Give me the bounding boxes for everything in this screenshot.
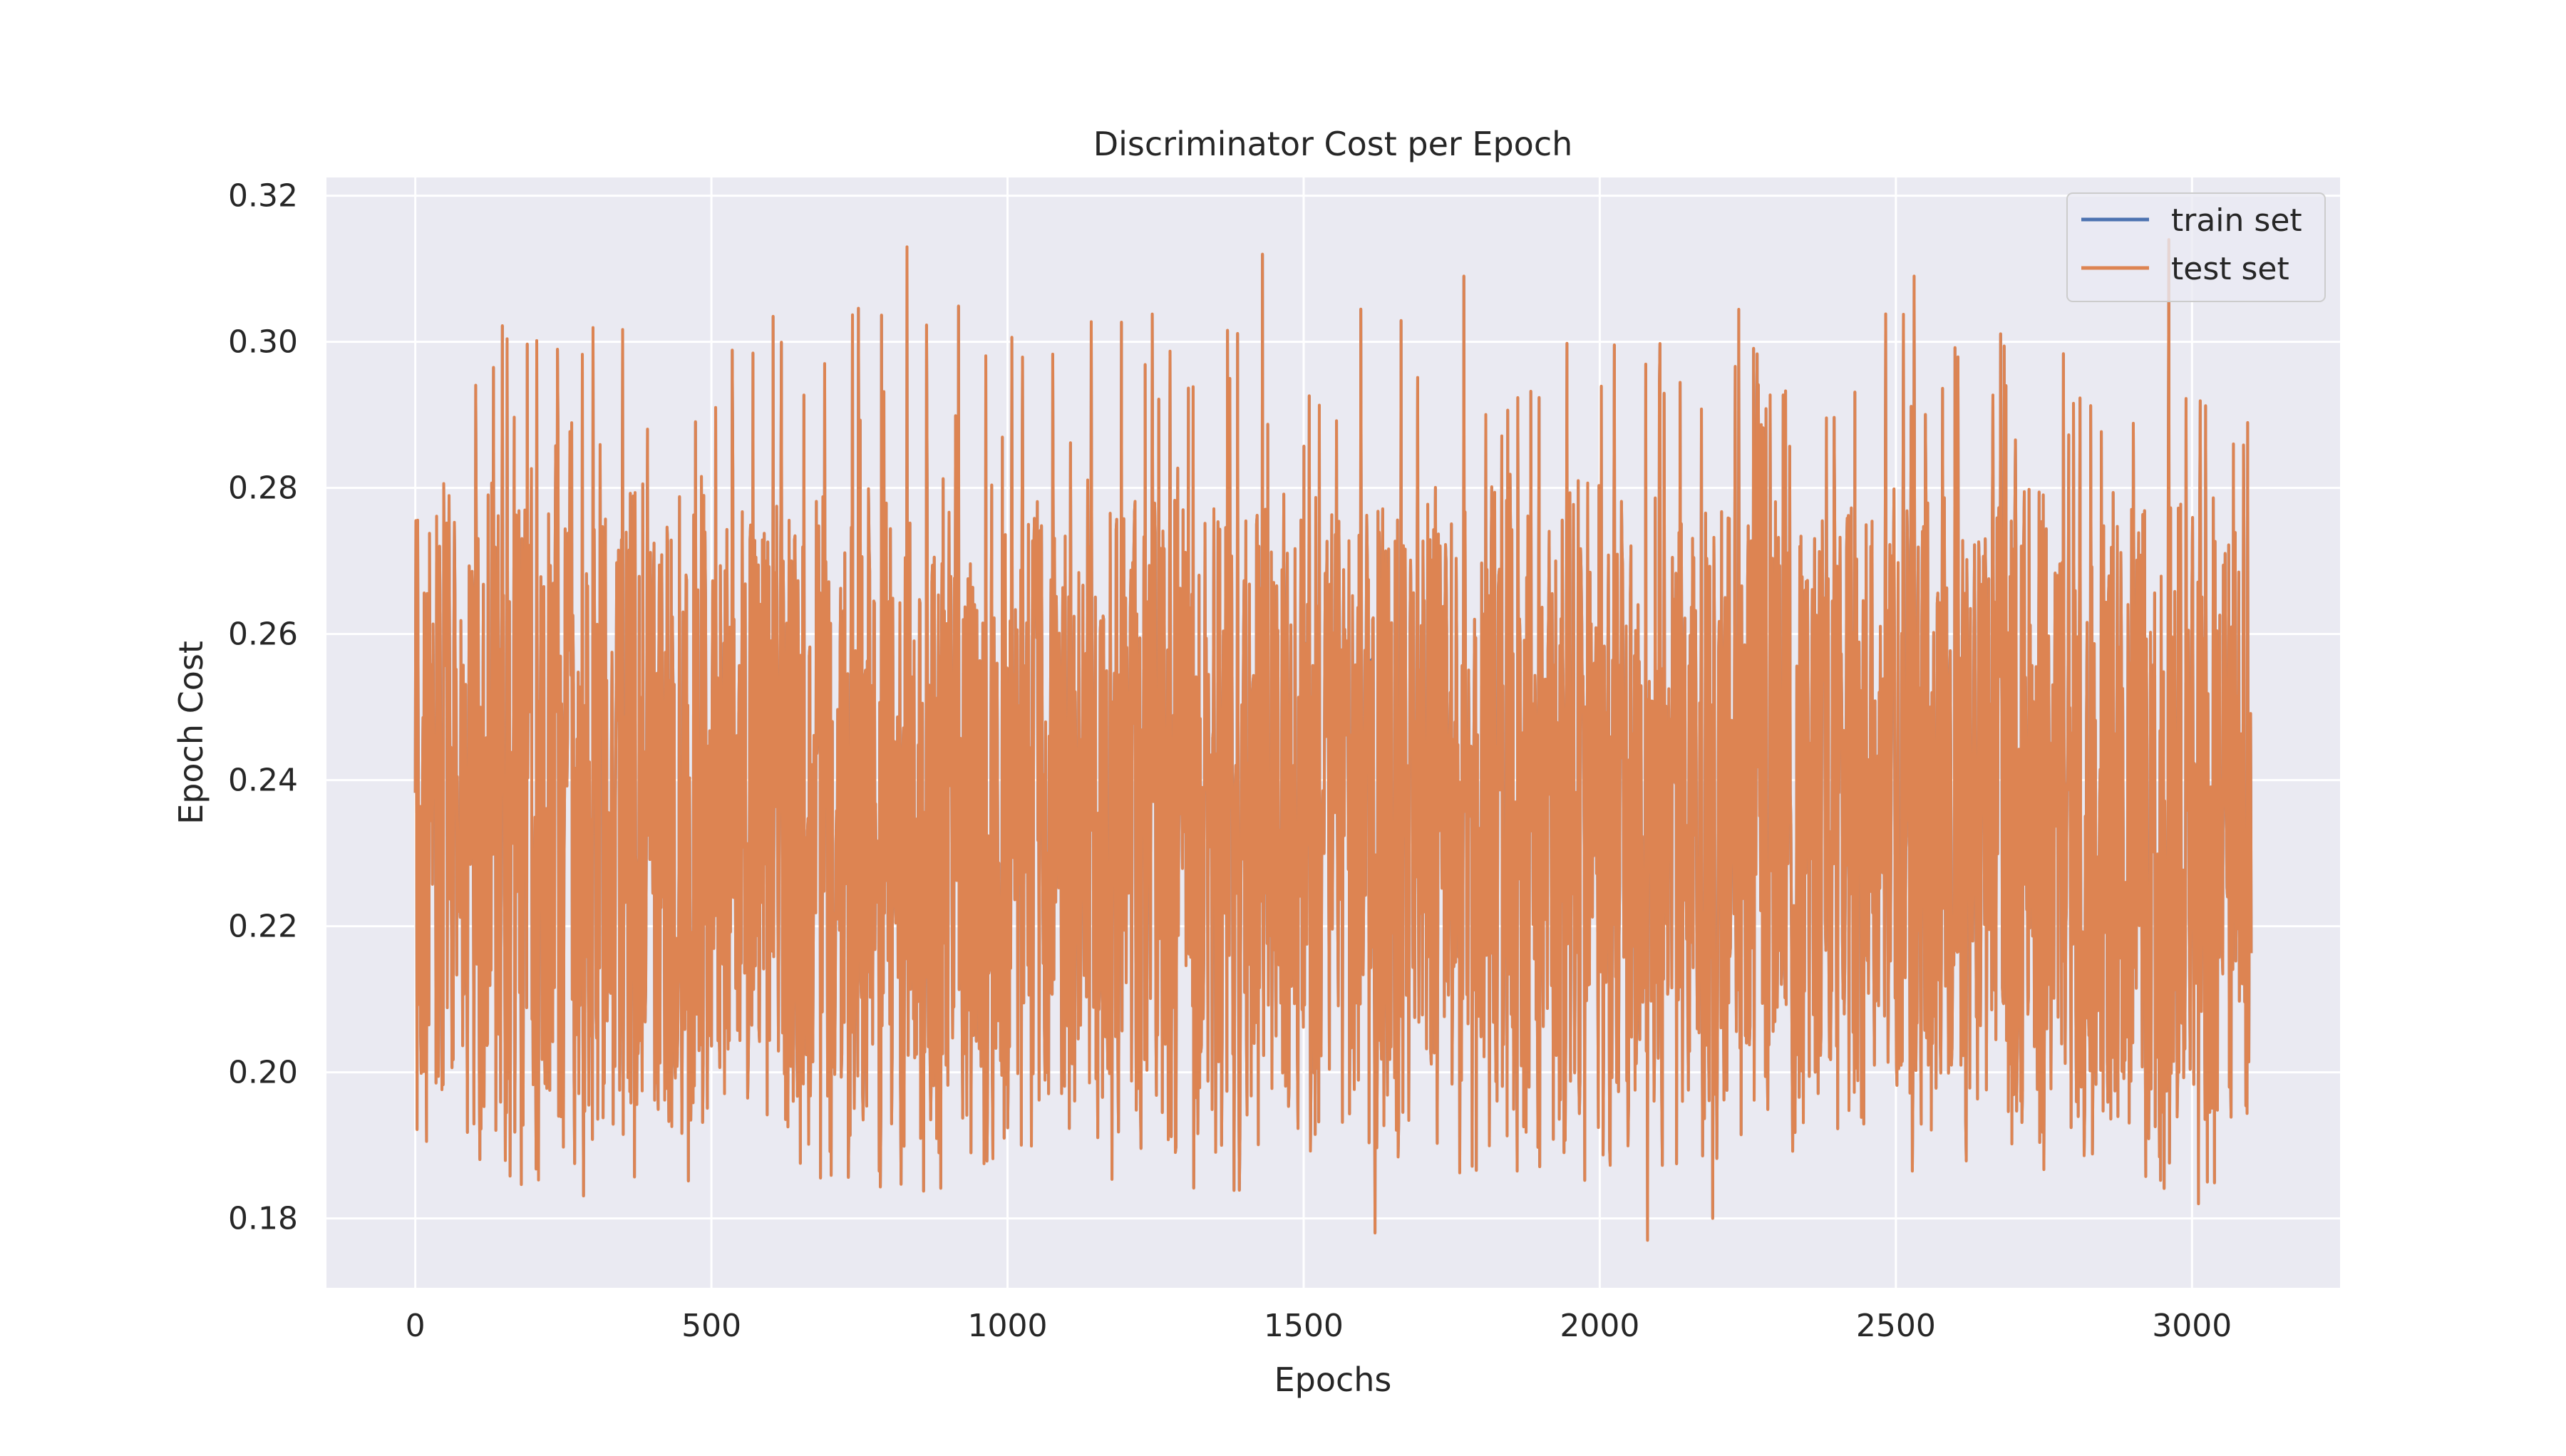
chart-title: Discriminator Cost per Epoch xyxy=(1093,125,1573,163)
x-axis-label: Epochs xyxy=(1274,1361,1392,1399)
y-tick-label: 0.18 xyxy=(228,1201,298,1237)
y-tick-label: 0.32 xyxy=(228,178,298,215)
y-tick-label: 0.28 xyxy=(228,470,298,507)
x-tick-label: 2000 xyxy=(1560,1308,1639,1344)
x-tick-label: 1000 xyxy=(968,1308,1048,1344)
y-axis-ticks: 0.18 0.20 0.22 0.24 0.26 0.28 0.30 0.32 xyxy=(228,178,298,1237)
y-tick-label: 0.24 xyxy=(228,763,298,799)
y-tick-label: 0.22 xyxy=(228,909,298,945)
legend-label-train: train set xyxy=(2171,202,2302,239)
y-tick-label: 0.20 xyxy=(228,1055,298,1091)
y-tick-label: 0.26 xyxy=(228,616,298,653)
x-tick-label: 500 xyxy=(681,1308,741,1344)
x-tick-label: 3000 xyxy=(2152,1308,2232,1344)
x-tick-label: 1500 xyxy=(1264,1308,1344,1344)
legend: train set test set xyxy=(2066,192,2326,302)
series-line-test xyxy=(413,238,2253,1242)
series-layer xyxy=(413,238,2253,1242)
x-tick-label: 0 xyxy=(406,1308,426,1344)
x-tick-label: 2500 xyxy=(1856,1308,1936,1344)
y-axis-label: Epoch Cost xyxy=(172,641,210,825)
x-axis-ticks: 0 500 1000 1500 2000 2500 3000 xyxy=(406,1308,2232,1344)
legend-label-test: test set xyxy=(2171,251,2289,287)
y-tick-label: 0.30 xyxy=(228,324,298,361)
